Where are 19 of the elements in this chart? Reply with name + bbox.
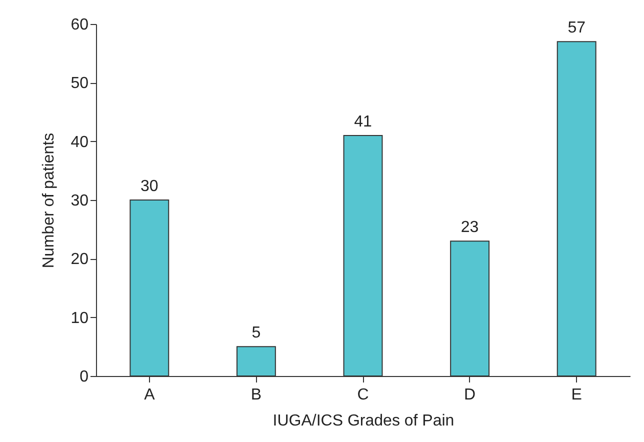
x-tick-label: D [464, 386, 476, 404]
data-label: 23 [460, 219, 479, 236]
x-tick-label: C [357, 386, 369, 404]
y-tick-label: 40 [70, 134, 89, 151]
data-label: 41 [354, 113, 372, 130]
y-tick-label: 50 [70, 75, 89, 92]
y-tick-label: 0 [80, 368, 89, 386]
x-axis-title: IUGA/ICS Grades of Pain [272, 412, 454, 430]
data-label: 30 [140, 178, 158, 195]
x-tick-label: E [571, 386, 582, 404]
y-tick-label: 20 [70, 251, 89, 268]
x-tick-label: A [144, 386, 156, 404]
y-tick-label: 10 [70, 310, 89, 327]
data-label: 5 [252, 324, 261, 342]
y-axis-title: Number of patients [40, 132, 58, 268]
y-tick-label: 30 [70, 192, 89, 210]
y-tick-label: 60 [70, 16, 89, 34]
data-label: 57 [568, 20, 586, 37]
x-tick-label: B [250, 386, 262, 404]
